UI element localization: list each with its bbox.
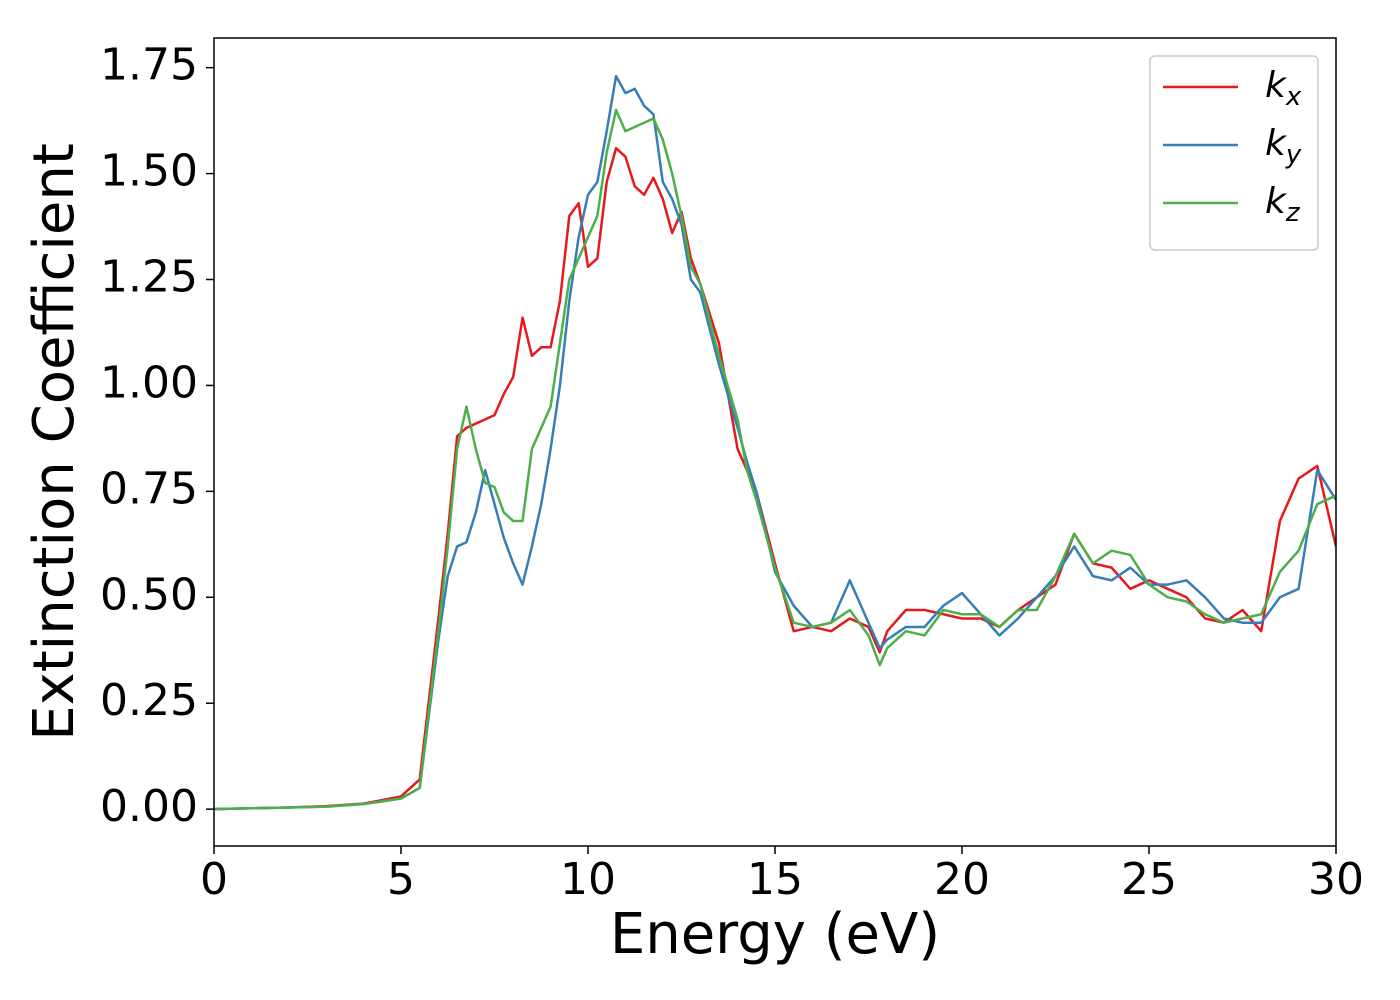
y-tick-label: 0.25 (100, 675, 198, 726)
series-line (214, 146, 1336, 811)
y-tick-label: 0.50 (100, 569, 198, 620)
x-tick-label: 15 (747, 854, 803, 905)
series-line (214, 108, 1336, 811)
plot-frame (213, 37, 1337, 847)
y-tick-label: 1.00 (100, 357, 198, 408)
legend-label: kx (1265, 65, 1302, 112)
y-tick-label: 1.75 (100, 40, 198, 91)
y-tick-label: 0.00 (100, 781, 198, 832)
x-tick-label: 25 (1121, 854, 1177, 905)
x-axis-label: Energy (eV) (610, 902, 940, 967)
x-tick-label: 0 (200, 854, 228, 905)
x-tick-label: 10 (560, 854, 616, 905)
legend-label: ky (1265, 123, 1302, 170)
x-tick-label: 30 (1308, 854, 1364, 905)
legend-label: kz (1265, 181, 1301, 228)
y-axis-label: Extinction Coefficient (22, 143, 87, 741)
legend-box (1149, 55, 1319, 251)
y-tick-label: 1.25 (100, 252, 198, 303)
x-tick-label: 5 (387, 854, 415, 905)
x-tick-label: 20 (934, 854, 990, 905)
y-tick-label: 0.75 (100, 463, 198, 514)
y-tick-label: 1.50 (100, 146, 198, 197)
